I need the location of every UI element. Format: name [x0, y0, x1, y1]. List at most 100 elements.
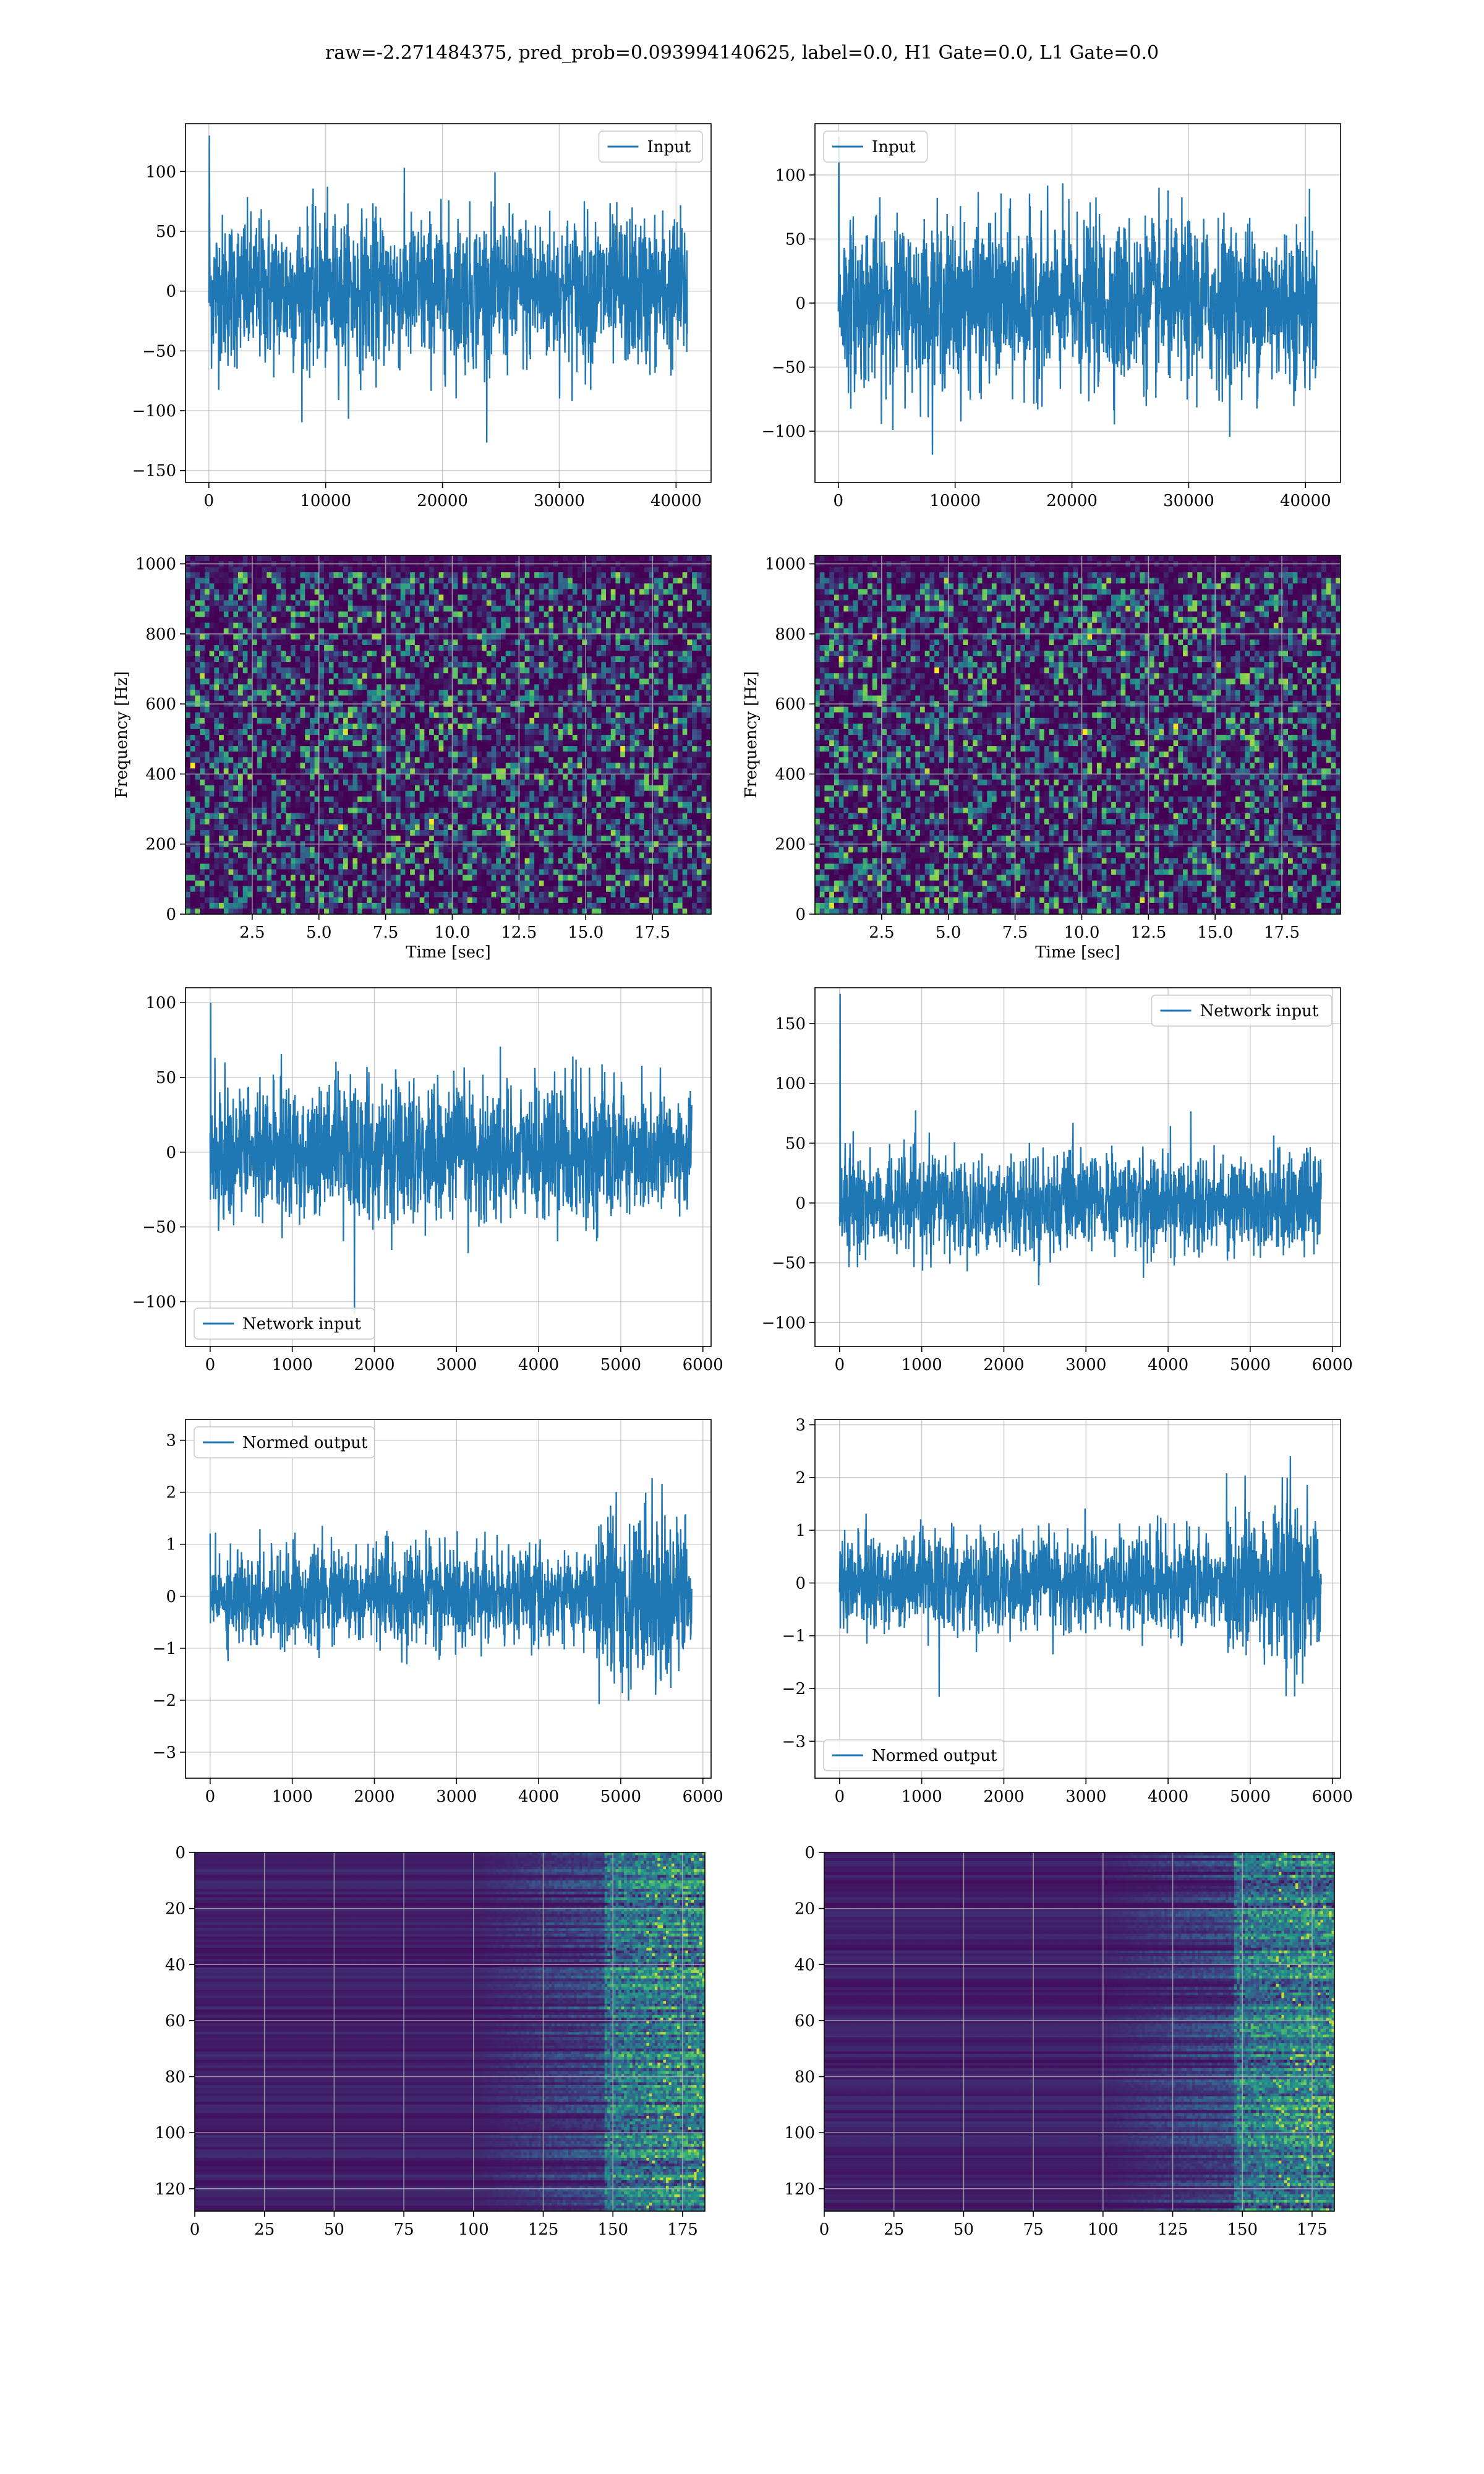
heatmap-cell	[405, 567, 410, 573]
heatmap-cell	[271, 724, 276, 730]
heatmap-cell	[668, 656, 673, 662]
heatmap-cell	[434, 757, 439, 763]
heatmap-cell	[352, 713, 357, 719]
heatmap-cell	[210, 640, 215, 646]
heatmap-cell	[673, 651, 678, 657]
heatmap-cell	[329, 673, 334, 679]
heatmap-cell	[702, 718, 707, 724]
heatmap-cell	[472, 746, 477, 752]
heatmap-cell	[654, 594, 659, 601]
heatmap-cell	[352, 623, 357, 629]
heatmap-cell	[391, 601, 396, 607]
heatmap-cell	[477, 757, 482, 763]
heatmap-cell	[463, 567, 467, 573]
heatmap-cell	[214, 746, 219, 752]
heatmap-cell	[357, 690, 362, 696]
heatmap-cell	[601, 718, 606, 724]
heatmap-cell	[553, 673, 558, 679]
heatmap-cell	[597, 729, 602, 735]
heatmap-cell	[324, 707, 329, 713]
heatmap-cell	[319, 791, 324, 797]
heatmap-cell	[487, 696, 492, 702]
heatmap-cell	[625, 791, 630, 797]
heatmap-cell	[597, 594, 602, 601]
heatmap-cell	[401, 791, 406, 797]
heatmap-cell	[673, 606, 678, 612]
heatmap-cell	[601, 667, 606, 674]
heatmap-cell	[219, 802, 224, 808]
heatmap-cell	[668, 707, 673, 713]
heatmap-cell	[548, 572, 553, 578]
heatmap-cell	[195, 662, 200, 668]
heatmap-cell	[343, 634, 348, 640]
heatmap-cell	[415, 667, 420, 674]
heatmap-cell	[343, 684, 348, 690]
heatmap-cell	[305, 640, 310, 646]
heatmap-cell	[601, 594, 606, 601]
heatmap-cell	[319, 678, 324, 685]
heatmap-cell	[615, 606, 620, 612]
heatmap-cell	[525, 763, 530, 769]
heatmap-cell	[224, 572, 229, 578]
heatmap-cell	[539, 690, 544, 696]
heatmap-cell	[601, 678, 606, 685]
heatmap-cell	[205, 673, 210, 679]
heatmap-cell	[649, 690, 654, 696]
heatmap-cell	[343, 678, 348, 685]
heatmap-cell	[286, 640, 291, 646]
heatmap-cell	[401, 696, 406, 702]
heatmap-cell	[252, 690, 257, 696]
heatmap-cell	[597, 601, 602, 607]
heatmap-cell	[625, 555, 630, 562]
heatmap-cell	[644, 667, 649, 674]
heatmap-cell	[243, 713, 248, 719]
heatmap-cell	[702, 634, 707, 640]
heatmap-cell	[482, 601, 487, 607]
heatmap-cell	[257, 763, 262, 769]
heatmap-cell	[362, 791, 367, 797]
heatmap-cell	[324, 684, 329, 690]
heatmap-cell	[267, 601, 271, 607]
heatmap-cell	[702, 628, 707, 635]
heatmap-cell	[472, 724, 477, 730]
heatmap-cell	[492, 667, 497, 674]
heatmap-cell	[310, 802, 315, 808]
heatmap-cell	[472, 690, 477, 696]
heatmap-cell	[615, 713, 620, 719]
heatmap-cell	[515, 780, 520, 786]
heatmap-cell	[238, 640, 243, 646]
heatmap-cell	[190, 757, 195, 763]
heatmap-cell	[243, 601, 248, 607]
heatmap-cell	[606, 606, 611, 612]
heatmap-cell	[496, 673, 501, 679]
heatmap-cell	[625, 640, 630, 646]
heatmap-cell	[310, 746, 315, 752]
heatmap-cell	[319, 645, 324, 651]
heatmap-cell	[219, 724, 224, 730]
heatmap-cell	[510, 634, 515, 640]
heatmap-cell	[267, 713, 271, 719]
heatmap-cell	[214, 696, 219, 702]
heatmap-cell	[625, 735, 630, 741]
heatmap-cell	[434, 628, 439, 635]
heatmap-cell	[548, 589, 553, 595]
heatmap-cell	[467, 774, 472, 780]
heatmap-cell	[597, 707, 602, 713]
heatmap-cell	[597, 740, 602, 747]
heatmap-cell	[601, 757, 606, 763]
heatmap-cell	[267, 673, 271, 679]
heatmap-cell	[391, 707, 396, 713]
heatmap-cell	[506, 612, 511, 618]
heatmap-cell	[544, 667, 549, 674]
heatmap-cell	[229, 791, 234, 797]
heatmap-cell	[310, 623, 315, 629]
heatmap-cell	[372, 628, 377, 635]
heatmap-cell	[210, 578, 215, 584]
heatmap-cell	[558, 797, 563, 803]
heatmap-cell	[348, 785, 353, 792]
heatmap-cell	[553, 601, 558, 607]
heatmap-cell	[401, 718, 406, 724]
heatmap-cell	[357, 707, 362, 713]
heatmap-cell	[243, 589, 248, 595]
heatmap-cell	[296, 729, 301, 735]
